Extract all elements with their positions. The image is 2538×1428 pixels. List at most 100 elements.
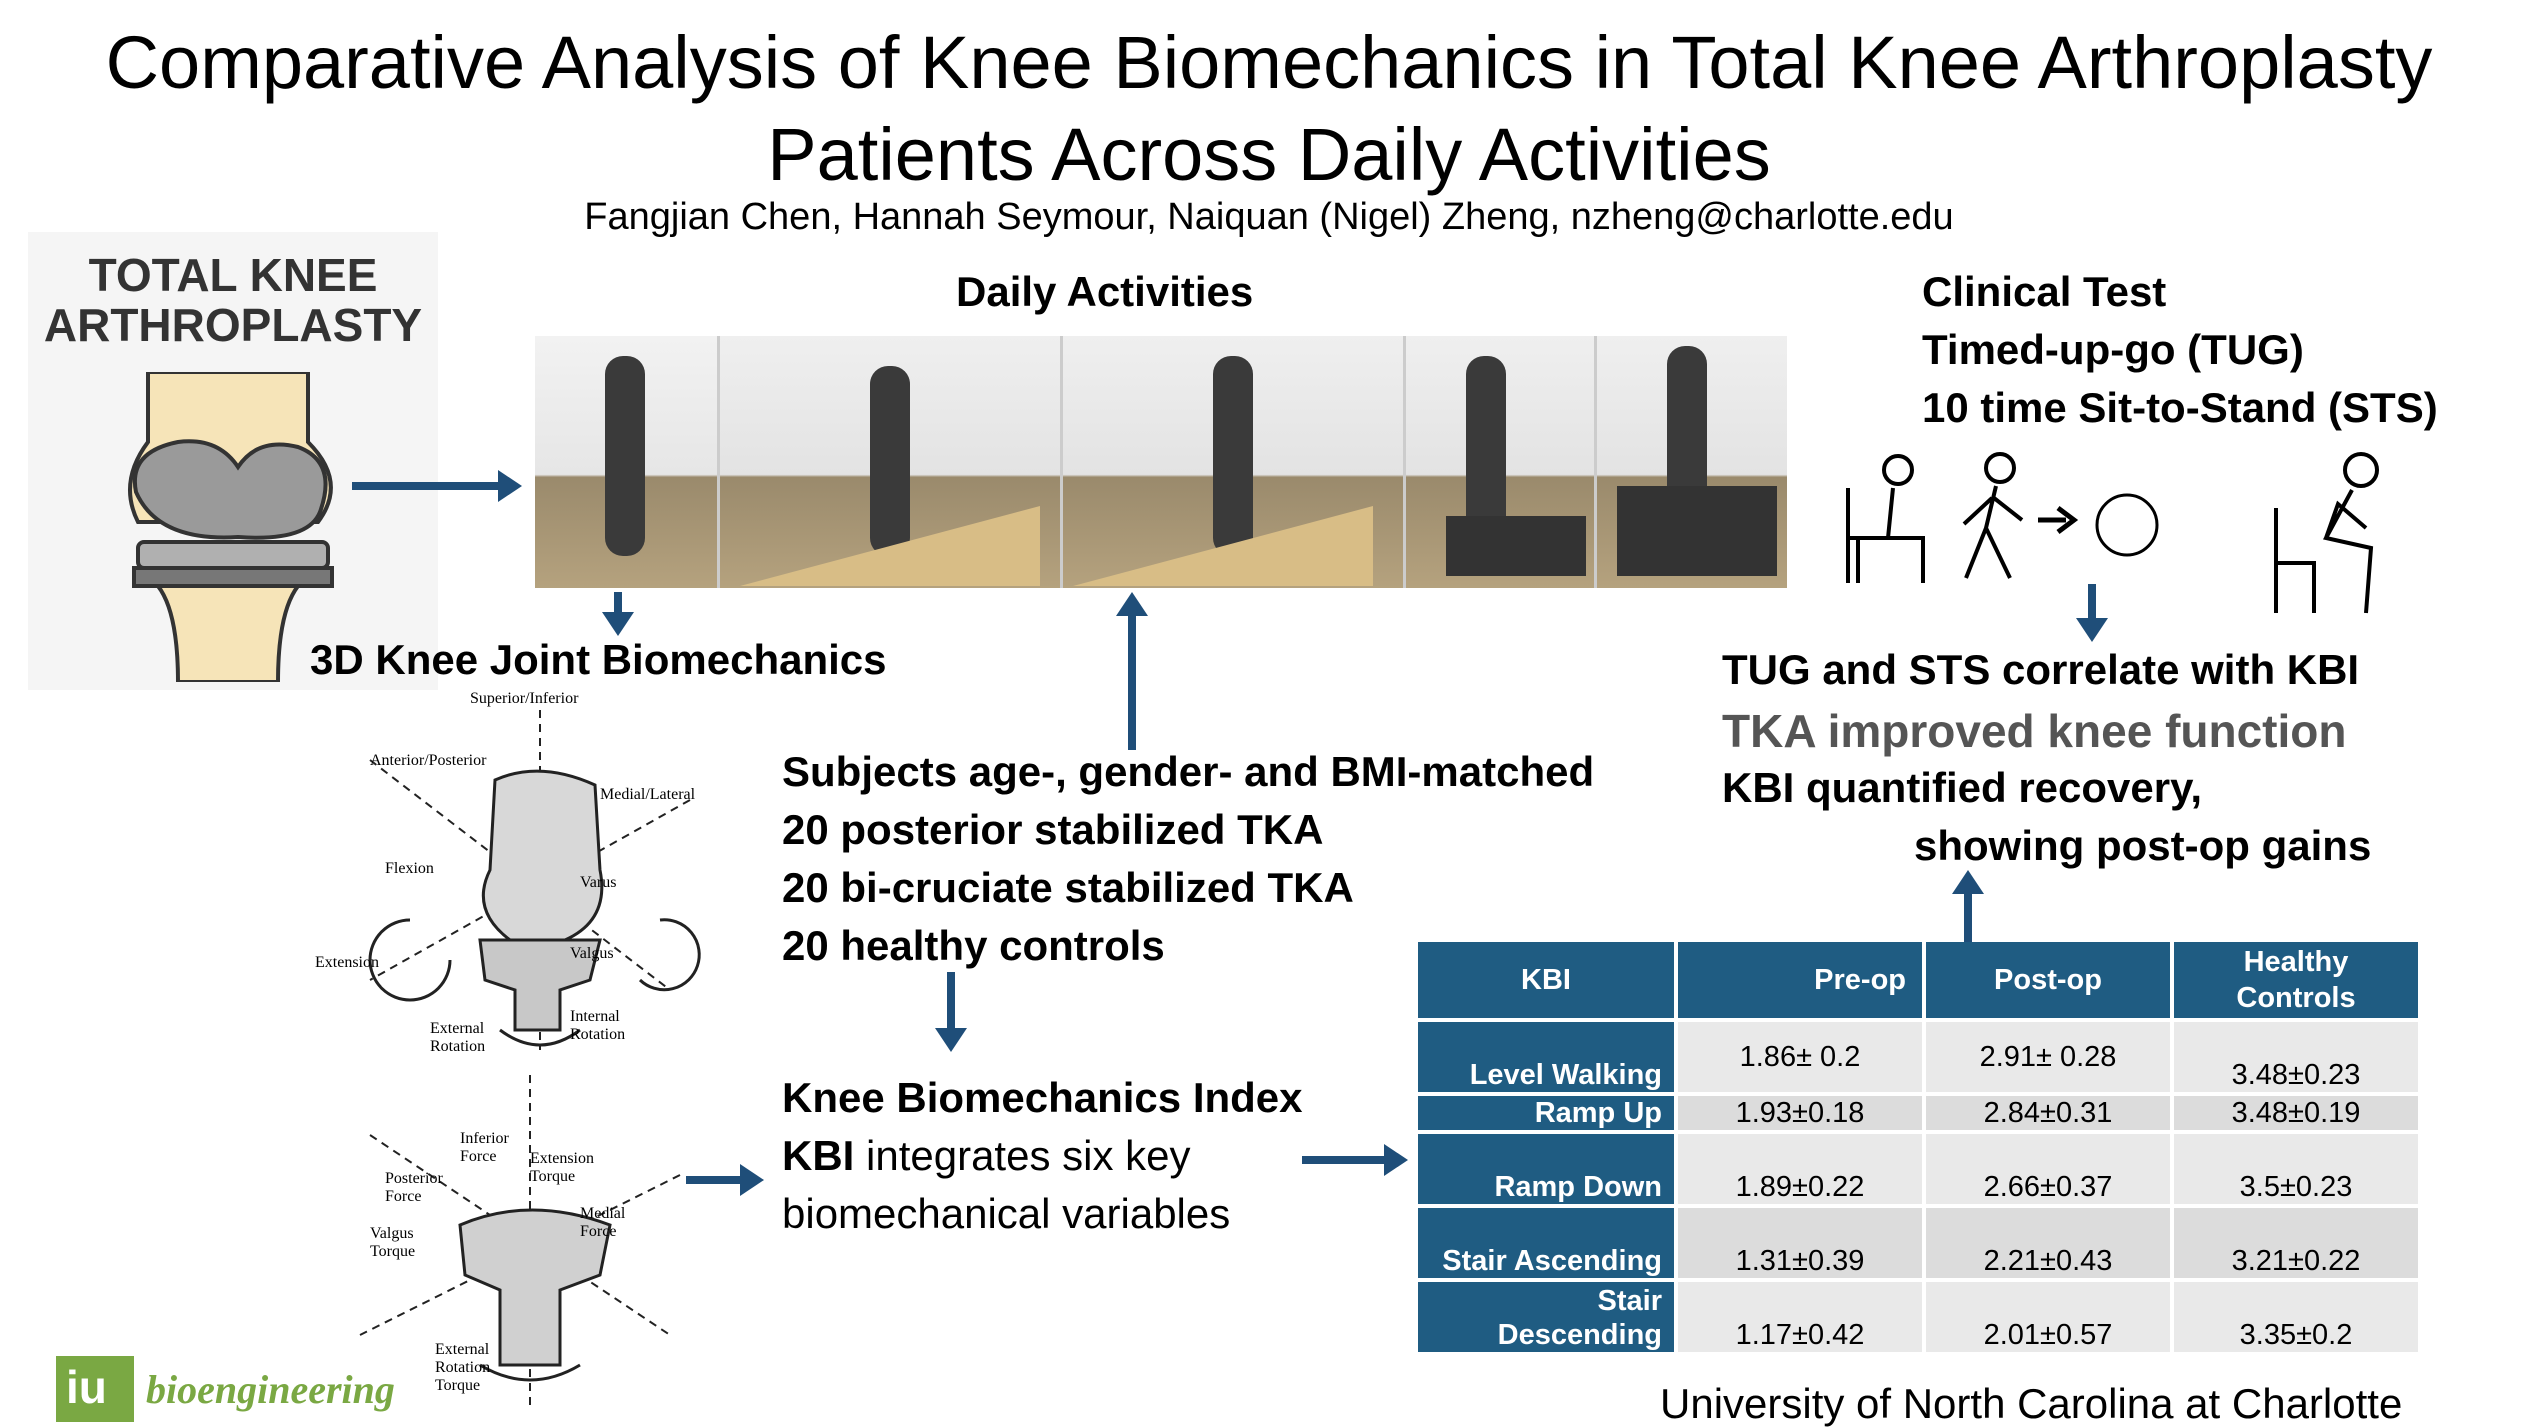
row-label: Stair Descending [1418,1282,1674,1352]
person-figure [605,356,645,556]
tka-logo-line1: TOTAL KNEE [88,249,378,301]
arrow-kbi-to-table [1302,1144,1408,1176]
label-internal-rotation: Internal Rotation [570,1008,626,1043]
cell-healthy: 3.35±0.2 [2174,1282,2418,1352]
table-row: Level Walking 1.86± 0.2 2.91± 0.28 3.48±… [1418,1022,2418,1092]
header-preop: Pre-op [1678,942,1922,1018]
tka-logo: TOTAL KNEE ARTHROPLASTY [28,232,438,690]
ramp [1073,506,1373,586]
photo-stair-ascending [1406,336,1594,588]
ramp [740,506,1040,586]
arrow-diagram-to-kbi [686,1164,764,1196]
label-valgus: Valgus [570,945,614,962]
walking-person-icon [1962,452,2024,579]
activity-photos [535,336,1787,588]
label-medial-force: Medial Force [580,1205,626,1240]
cell-postop: 2.91± 0.28 [1926,1022,2170,1092]
kbi-heading: Knee Biomechanics Index [782,1074,1303,1121]
label-varus: Varus [580,874,617,891]
header-kbi: KBI [1418,942,1674,1018]
cell-healthy: 3.21±0.22 [2174,1208,2418,1278]
row-label: Level Walking [1418,1022,1674,1092]
findings-line1: TUG and STS correlate with KBI [1722,646,2360,693]
findings-line4: showing post-op gains [1914,822,2372,869]
bioengineering-logo-text: bioengineering [146,1367,395,1412]
cell-preop: 1.89±0.22 [1678,1134,1922,1204]
knee-kinetics-diagram: Inferior Force Extension Torque Posterio… [340,1075,700,1405]
cell-postop: 2.84±0.31 [1926,1096,2170,1130]
cell-preop: 1.86± 0.2 [1678,1022,1922,1092]
kbi-line3: biomechanical variables [782,1190,1231,1237]
table-row: Stair Descending 1.17±0.42 2.01±0.57 3.3… [1418,1282,2418,1352]
kbi-table: KBI Pre-op Post-op Healthy Controls Leve… [1414,938,2422,1356]
subjects-line3: 20 bi-cruciate stabilized TKA [782,864,1354,911]
arrow-table-to-findings [1952,870,1984,942]
label-valgus-torque: Valgus Torque [370,1225,416,1260]
cell-postop: 2.21±0.43 [1926,1208,2170,1278]
photo-stair-descending [1597,336,1787,588]
row-label: Stair Ascending [1418,1208,1674,1278]
label-anterior-posterior: Anterior/Posterior [370,752,487,769]
stairs [1446,516,1586,576]
label-flexion: Flexion [385,860,434,877]
label-extension-torque: Extension Torque [530,1150,594,1185]
arrow-subjects-to-activities [1116,592,1148,750]
person-figure [1466,356,1506,546]
label-medial-lateral: Medial/Lateral [600,786,696,803]
daily-activities-heading: Daily Activities [956,268,1254,315]
cell-preop: 1.31±0.39 [1678,1208,1922,1278]
label-posterior-force: Posterior Force [385,1170,443,1205]
sit-to-stand-icon [2274,452,2379,614]
photo-ramp-down [1063,336,1403,588]
cell-postop: 2.66±0.37 [1926,1134,2170,1204]
arrow-right-icon [2038,506,2079,534]
cell-postop: 2.01±0.57 [1926,1282,2170,1352]
findings-line3: KBI quantified recovery, [1722,764,2203,811]
table-row: Ramp Down 1.89±0.22 2.66±0.37 3.5±0.23 [1418,1134,2418,1204]
header-postop: Post-op [1926,942,2170,1018]
subjects-line2: 20 posterior stabilized TKA [782,806,1324,853]
clinical-line3: 10 time Sit-to-Stand (STS) [1922,384,2438,431]
label-extension: Extension [315,954,379,971]
poster-title-line1: Comparative Analysis of Knee Biomechanic… [105,21,2433,104]
label-external-rotation: External Rotation [430,1020,486,1055]
subjects-line4: 20 healthy controls [782,922,1165,969]
arrow-to-activities [352,470,522,502]
table-header-row: KBI Pre-op Post-op Healthy Controls [1418,942,2418,1018]
label-superior-inferior: Superior/Inferior [470,690,579,707]
cell-preop: 1.17±0.42 [1678,1282,1922,1352]
clinical-line2: Timed-up-go (TUG) [1922,326,2304,373]
cell-healthy: 3.48±0.23 [2174,1022,2418,1092]
tka-logo-line2: ARTHROPLASTY [43,299,423,351]
university-name: University of North Carolina at Charlott… [1660,1380,2403,1427]
subjects-line1: Subjects age-, gender- and BMI-matched [782,748,1595,795]
kbi-line2-rest: integrates six key [854,1132,1191,1179]
cell-healthy: 3.48±0.19 [2174,1096,2418,1130]
photo-ramp-up [720,336,1060,588]
arrow-clinical-to-findings [2076,584,2108,642]
header-healthy: Healthy Controls [2174,942,2418,1018]
table-row: Ramp Up 1.93±0.18 2.84±0.31 3.48±0.19 [1418,1096,2418,1130]
findings-line2: TKA improved knee function [1722,705,2347,757]
poster-title-line2: Patients Across Daily Activities [767,113,1771,196]
cell-healthy: 3.5±0.23 [2174,1134,2418,1204]
logo-glyph: iu [66,1361,107,1413]
authors: Fangjian Chen, Hannah Seymour, Naiquan (… [584,196,1954,238]
kbi-abbrev: KBI [782,1132,855,1179]
target-circle-icon [2095,493,2159,557]
label-inferior-force: Inferior Force [460,1130,509,1165]
stairs [1617,486,1777,576]
label-external-rotation-torque: External Rotation Torque [435,1341,491,1394]
cell-preop: 1.93±0.18 [1678,1096,1922,1130]
photo-level-walking [535,336,717,588]
table-row: Stair Ascending 1.31±0.39 2.21±0.43 3.21… [1418,1208,2418,1278]
seated-person-icon [1846,454,1925,583]
knee-implant-icon [128,372,334,682]
clinical-line1: Clinical Test [1922,268,2167,315]
row-label: Ramp Up [1418,1096,1674,1130]
row-label: Ramp Down [1418,1134,1674,1204]
kbi-line2: KBI integrates six key [782,1132,1191,1180]
bioengineering-logo-icon: iu [56,1356,134,1422]
arrow-subjects-to-kbi [935,972,967,1052]
arrow-to-biomechanics [602,592,634,636]
